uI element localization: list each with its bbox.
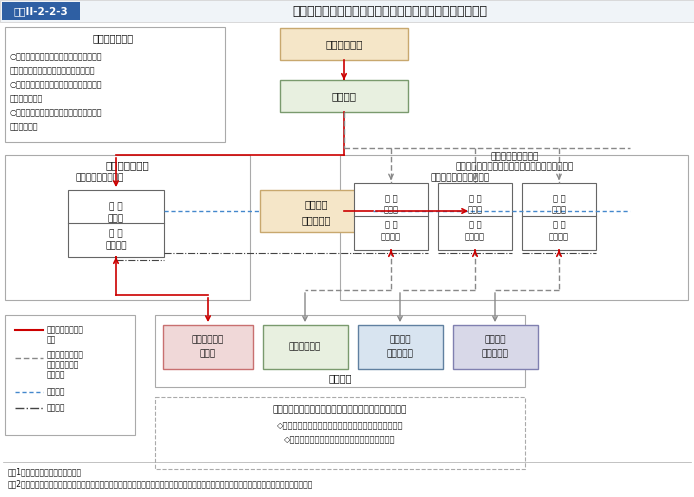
Bar: [263, 325, 348, 369]
Text: 陸 上: 陸 上: [384, 194, 397, 203]
Bar: [0, 0, 694, 22]
Text: 統合運用の基本: 統合運用の基本: [92, 33, 133, 43]
Bar: [340, 155, 688, 300]
Text: 司令官など: 司令官など: [387, 349, 414, 358]
Text: 情報本部: 情報本部: [304, 199, 328, 209]
Text: ○統幕長が自衛隊の運用に関し、軍事専門: ○統幕長が自衛隊の運用に関し、軍事専門: [10, 52, 103, 61]
Text: 航空総隊: 航空総隊: [484, 335, 506, 344]
Text: 海 上: 海 上: [468, 194, 482, 203]
Text: 航 空: 航 空: [552, 221, 566, 230]
Bar: [68, 190, 164, 257]
Text: 幕僚監部: 幕僚監部: [381, 233, 401, 242]
Text: フォース・プロバイダー: フォース・プロバイダー: [430, 173, 489, 182]
Text: 幕僚長: 幕僚長: [108, 215, 124, 224]
Text: 幕僚長: 幕僚長: [552, 205, 566, 215]
Bar: [5, 315, 135, 435]
Text: 関する指揮系統: 関する指揮系統: [47, 360, 79, 369]
Text: 調整系統: 調整系統: [47, 404, 65, 413]
Text: 幕僚長: 幕僚長: [468, 205, 482, 215]
Bar: [358, 325, 443, 369]
Text: 自衛隊の運用体制および統幕長と陸・海・空幕僚長の役割: 自衛隊の運用体制および統幕長と陸・海・空幕僚長の役割: [292, 4, 487, 17]
Text: 執行する。: 執行する。: [10, 122, 38, 131]
Bar: [260, 190, 373, 232]
Text: 内閣総理大臣: 内閣総理大臣: [325, 39, 363, 49]
Bar: [2, 2, 80, 20]
Text: 防衛大臣: 防衛大臣: [332, 91, 357, 101]
Text: 統幕長と陸・海・空幕長は職務遂行にあたり密接に連携: 統幕長と陸・海・空幕長は職務遂行にあたり密接に連携: [273, 406, 407, 414]
Text: 海 上: 海 上: [468, 221, 482, 230]
Text: 情報系統: 情報系統: [47, 388, 65, 397]
Bar: [280, 28, 408, 60]
Text: 図表II-2-2-3: 図表II-2-2-3: [14, 6, 69, 16]
Bar: [522, 183, 596, 250]
Text: 幕僚監部: 幕僚監部: [105, 242, 127, 250]
Text: 通じて行う。: 通じて行う。: [10, 94, 43, 103]
Text: ◇陸・海・空幕長は運用時の後方補給などの支援: ◇陸・海・空幕長は運用時の後方補給などの支援: [285, 435, 396, 444]
Text: 指揮官: 指揮官: [200, 349, 216, 358]
Text: 系統: 系統: [47, 335, 56, 344]
Text: 司令官など: 司令官など: [482, 349, 509, 358]
Text: ○自衛隊に対する大臣の指揮は、統幕長を: ○自衛隊に対する大臣の指揮は、統幕長を: [10, 80, 103, 89]
Text: 統合任務部隊: 統合任務部隊: [192, 335, 224, 344]
Text: 幕僚監部: 幕僚監部: [465, 233, 485, 242]
Text: （注1）　統合訓練は統幕長の責任: （注1） 統合訓練は統幕長の責任: [8, 468, 82, 477]
Text: 方面総監など: 方面総監など: [289, 342, 321, 351]
Bar: [280, 80, 408, 112]
Bar: [354, 183, 428, 250]
Text: フォース・ユーザー: フォース・ユーザー: [76, 173, 124, 182]
Text: ○自衛隊に対する大臣の命令は、統幕長が: ○自衛隊に対する大臣の命令は、統幕長が: [10, 108, 103, 117]
Text: 自衛艦隊: 自衛艦隊: [389, 335, 411, 344]
Bar: [5, 155, 250, 300]
Bar: [438, 183, 512, 250]
Text: 陸 上: 陸 上: [384, 221, 397, 230]
Text: 幕僚長: 幕僚長: [384, 205, 398, 215]
Bar: [163, 325, 253, 369]
Text: 部隊運用の責任: 部隊運用の責任: [105, 160, 149, 170]
Text: 運用以外の隊務に: 運用以外の隊務に: [47, 350, 84, 359]
Text: （注2）　「統合任務部隊」に関する運用以外の隊務に対する大臣の指揮監督について幕僚長が行う職務に関しては、大臣の定めるところによる。: （注2） 「統合任務部隊」に関する運用以外の隊務に対する大臣の指揮監督について幕…: [8, 480, 314, 489]
Text: 統合情報部: 統合情報部: [301, 215, 330, 225]
Text: 幕僚監部: 幕僚監部: [549, 233, 569, 242]
Text: ◇統幕長は後方補給などにかかわる統一的な方針の明示: ◇統幕長は後方補給などにかかわる統一的な方針の明示: [277, 421, 403, 430]
Text: 運用に関する指揮: 運用に関する指揮: [47, 326, 84, 334]
Bar: [155, 397, 525, 469]
Text: 的観点から大臣を一元的に補佐する。: 的観点から大臣を一元的に補佐する。: [10, 66, 96, 75]
Bar: [5, 27, 225, 142]
Text: （注２）: （注２）: [47, 370, 65, 380]
Bar: [155, 315, 525, 387]
Text: 統 合: 統 合: [109, 202, 123, 212]
Text: 航 空: 航 空: [552, 194, 566, 203]
Text: 部隊運用以外の責任
（人事、教育、訓練（注１）、防衛力整備など）: 部隊運用以外の責任 （人事、教育、訓練（注１）、防衛力整備など）: [456, 152, 574, 171]
Text: 統 合: 統 合: [109, 230, 123, 239]
Bar: [453, 325, 538, 369]
Text: 実動部隊: 実動部隊: [328, 373, 352, 383]
